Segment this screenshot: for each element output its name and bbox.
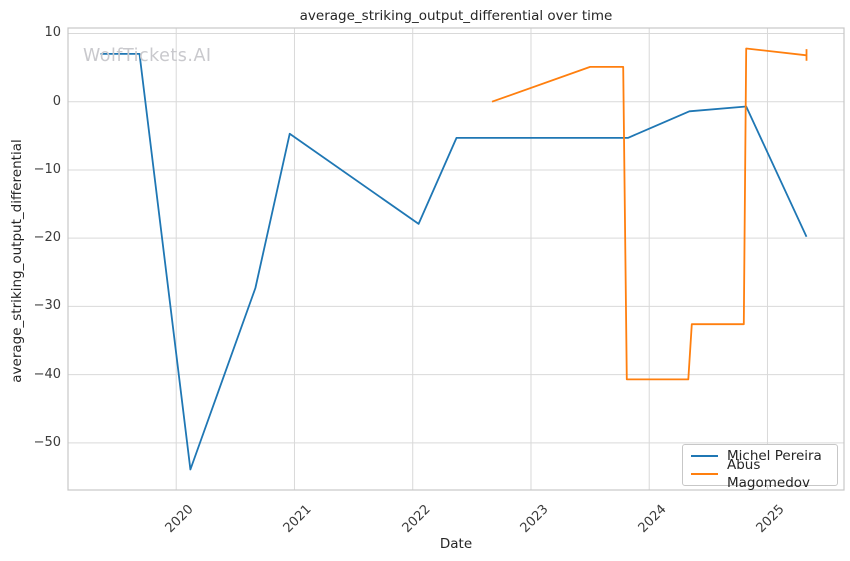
- watermark-text: WolfTickets.AI: [83, 46, 212, 66]
- legend-label: Abus Magomedov: [727, 457, 811, 491]
- plot-border: [67, 27, 845, 491]
- y-tick-label: 10: [44, 25, 61, 41]
- legend: Michel Pereira Abus Magomedov: [682, 444, 838, 491]
- y-tick-label: −30: [33, 298, 61, 314]
- legend-line-abus-magomedov-icon: [691, 473, 718, 475]
- y-tick-label: −50: [33, 434, 61, 450]
- chart-title: average_striking_output_differential ove…: [299, 8, 613, 24]
- legend-item: Michel Pereira: [691, 447, 829, 465]
- legend-item: Abus Magomedov: [691, 457, 829, 491]
- legend-label: Michel Pereira: [727, 448, 822, 464]
- y-tick-label: −20: [33, 230, 61, 246]
- series-line-abus-magomedov: [491, 47, 807, 381]
- series-line-michel-pereira: [100, 53, 808, 471]
- y-tick-label: 0: [52, 93, 61, 109]
- legend-line-michel-pereira-icon: [691, 455, 718, 457]
- x-axis-label: Date: [439, 536, 473, 552]
- y-tick-label: −10: [33, 161, 61, 177]
- y-tick-label: −40: [33, 366, 61, 382]
